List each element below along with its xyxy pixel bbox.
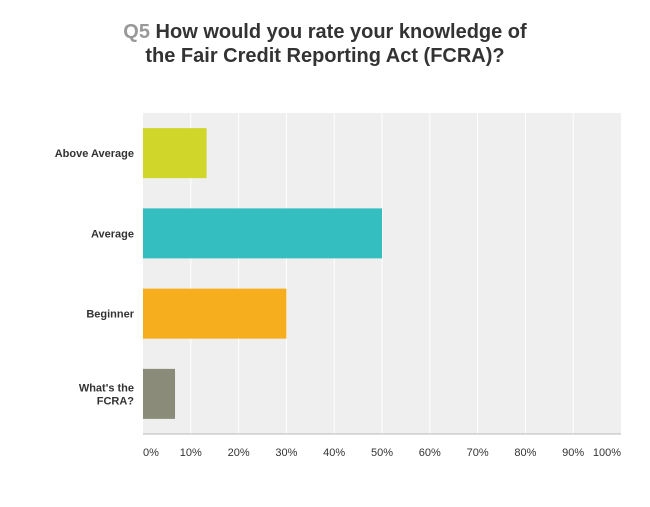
category-label: Beginner: [86, 309, 134, 321]
category-labels: Above Average Average Beginner What's theFC…: [55, 148, 135, 407]
gridlines: [190, 113, 574, 434]
x-tick-labels: 0% 10% 20% 30% 40% 50% 60% 70% 80% 90% 100%: [143, 447, 621, 459]
x-tick-label: 20%: [228, 447, 250, 459]
category-label: FCRA?: [97, 395, 135, 407]
x-tick-label: 70%: [467, 447, 489, 459]
chart-title-line-1: Q5 How would you rate your knowledge of: [0, 20, 650, 44]
bars: [143, 128, 382, 419]
x-tick-label: 10%: [180, 447, 202, 459]
x-tick-label: 50%: [371, 447, 393, 459]
category-label: Above Average: [55, 148, 134, 160]
title-text-2: the Fair Credit Reporting Act (FCRA)?: [145, 45, 505, 67]
category-label: Average: [91, 228, 134, 240]
bar: [143, 368, 176, 419]
bar: [143, 288, 287, 339]
x-tick-label: 60%: [419, 447, 441, 459]
question-number: Q5: [123, 21, 150, 43]
x-tick-label: 30%: [275, 447, 297, 459]
x-tick-label: 80%: [514, 447, 536, 459]
x-tick-label: 0%: [143, 447, 159, 459]
title-text-1: How would you rate your knowledge of: [155, 21, 527, 43]
bar: [143, 128, 207, 179]
x-tick-label: 100%: [593, 447, 621, 459]
bar: [143, 208, 382, 259]
x-tick-label: 40%: [323, 447, 345, 459]
x-tick-label: 90%: [562, 447, 584, 459]
chart-title: Q5 How would you rate your knowledge of …: [0, 20, 650, 68]
category-label: What's the: [79, 382, 134, 394]
